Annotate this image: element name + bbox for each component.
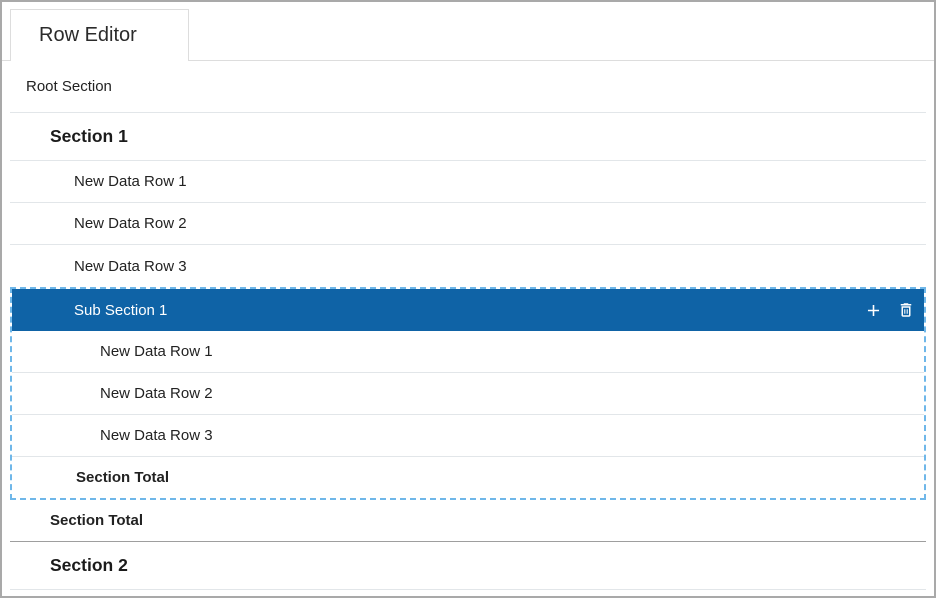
row-sub-new-data-row-2[interactable]: New Data Row 2 (12, 373, 924, 415)
row-sub-new-data-row-3[interactable]: New Data Row 3 (12, 415, 924, 457)
row-new-data-row-1[interactable]: New Data Row 1 (10, 161, 926, 203)
row-list: Root Section Section 1 New Data Row 1 Ne… (2, 61, 934, 590)
row-label: New Data Row 2 (100, 385, 213, 402)
tab-bar: Row Editor (2, 2, 934, 61)
row-section-1[interactable]: Section 1 (10, 113, 926, 161)
row-new-data-row-3[interactable]: New Data Row 3 (10, 245, 926, 287)
row-sub-section-1-selected[interactable]: Sub Section 1 (12, 289, 924, 331)
row-label: New Data Row 1 (74, 173, 187, 190)
row-section-total[interactable]: Section Total (10, 500, 926, 542)
row-new-data-row-2[interactable]: New Data Row 2 (10, 203, 926, 245)
row-sub-section-total[interactable]: Section Total (12, 457, 924, 498)
plus-icon (867, 304, 879, 316)
row-label: Sub Section 1 (74, 301, 168, 319)
tab-row-editor-label: Row Editor (39, 24, 137, 46)
row-root-section[interactable]: Root Section (10, 61, 926, 113)
row-section-2[interactable]: Section 2 (10, 542, 926, 590)
row-label: New Data Row 3 (74, 257, 187, 275)
row-label: Root Section (26, 78, 112, 95)
selected-section-group: Sub Section 1 (10, 287, 926, 500)
row-sub-new-data-row-1[interactable]: New Data Row 1 (12, 331, 924, 373)
row-label: New Data Row 2 (74, 215, 187, 232)
add-row-button[interactable] (863, 300, 883, 320)
row-label: New Data Row 3 (100, 427, 213, 444)
delete-section-button[interactable] (896, 300, 916, 320)
selected-row-actions (863, 300, 916, 320)
row-label: Section 2 (50, 555, 128, 575)
tab-row-editor[interactable]: Row Editor (10, 9, 189, 61)
row-label: New Data Row 1 (100, 343, 213, 360)
trash-icon (900, 303, 912, 317)
row-label: Section Total (76, 469, 170, 486)
row-label: Section 1 (50, 126, 128, 146)
row-label: Section Total (50, 512, 144, 529)
